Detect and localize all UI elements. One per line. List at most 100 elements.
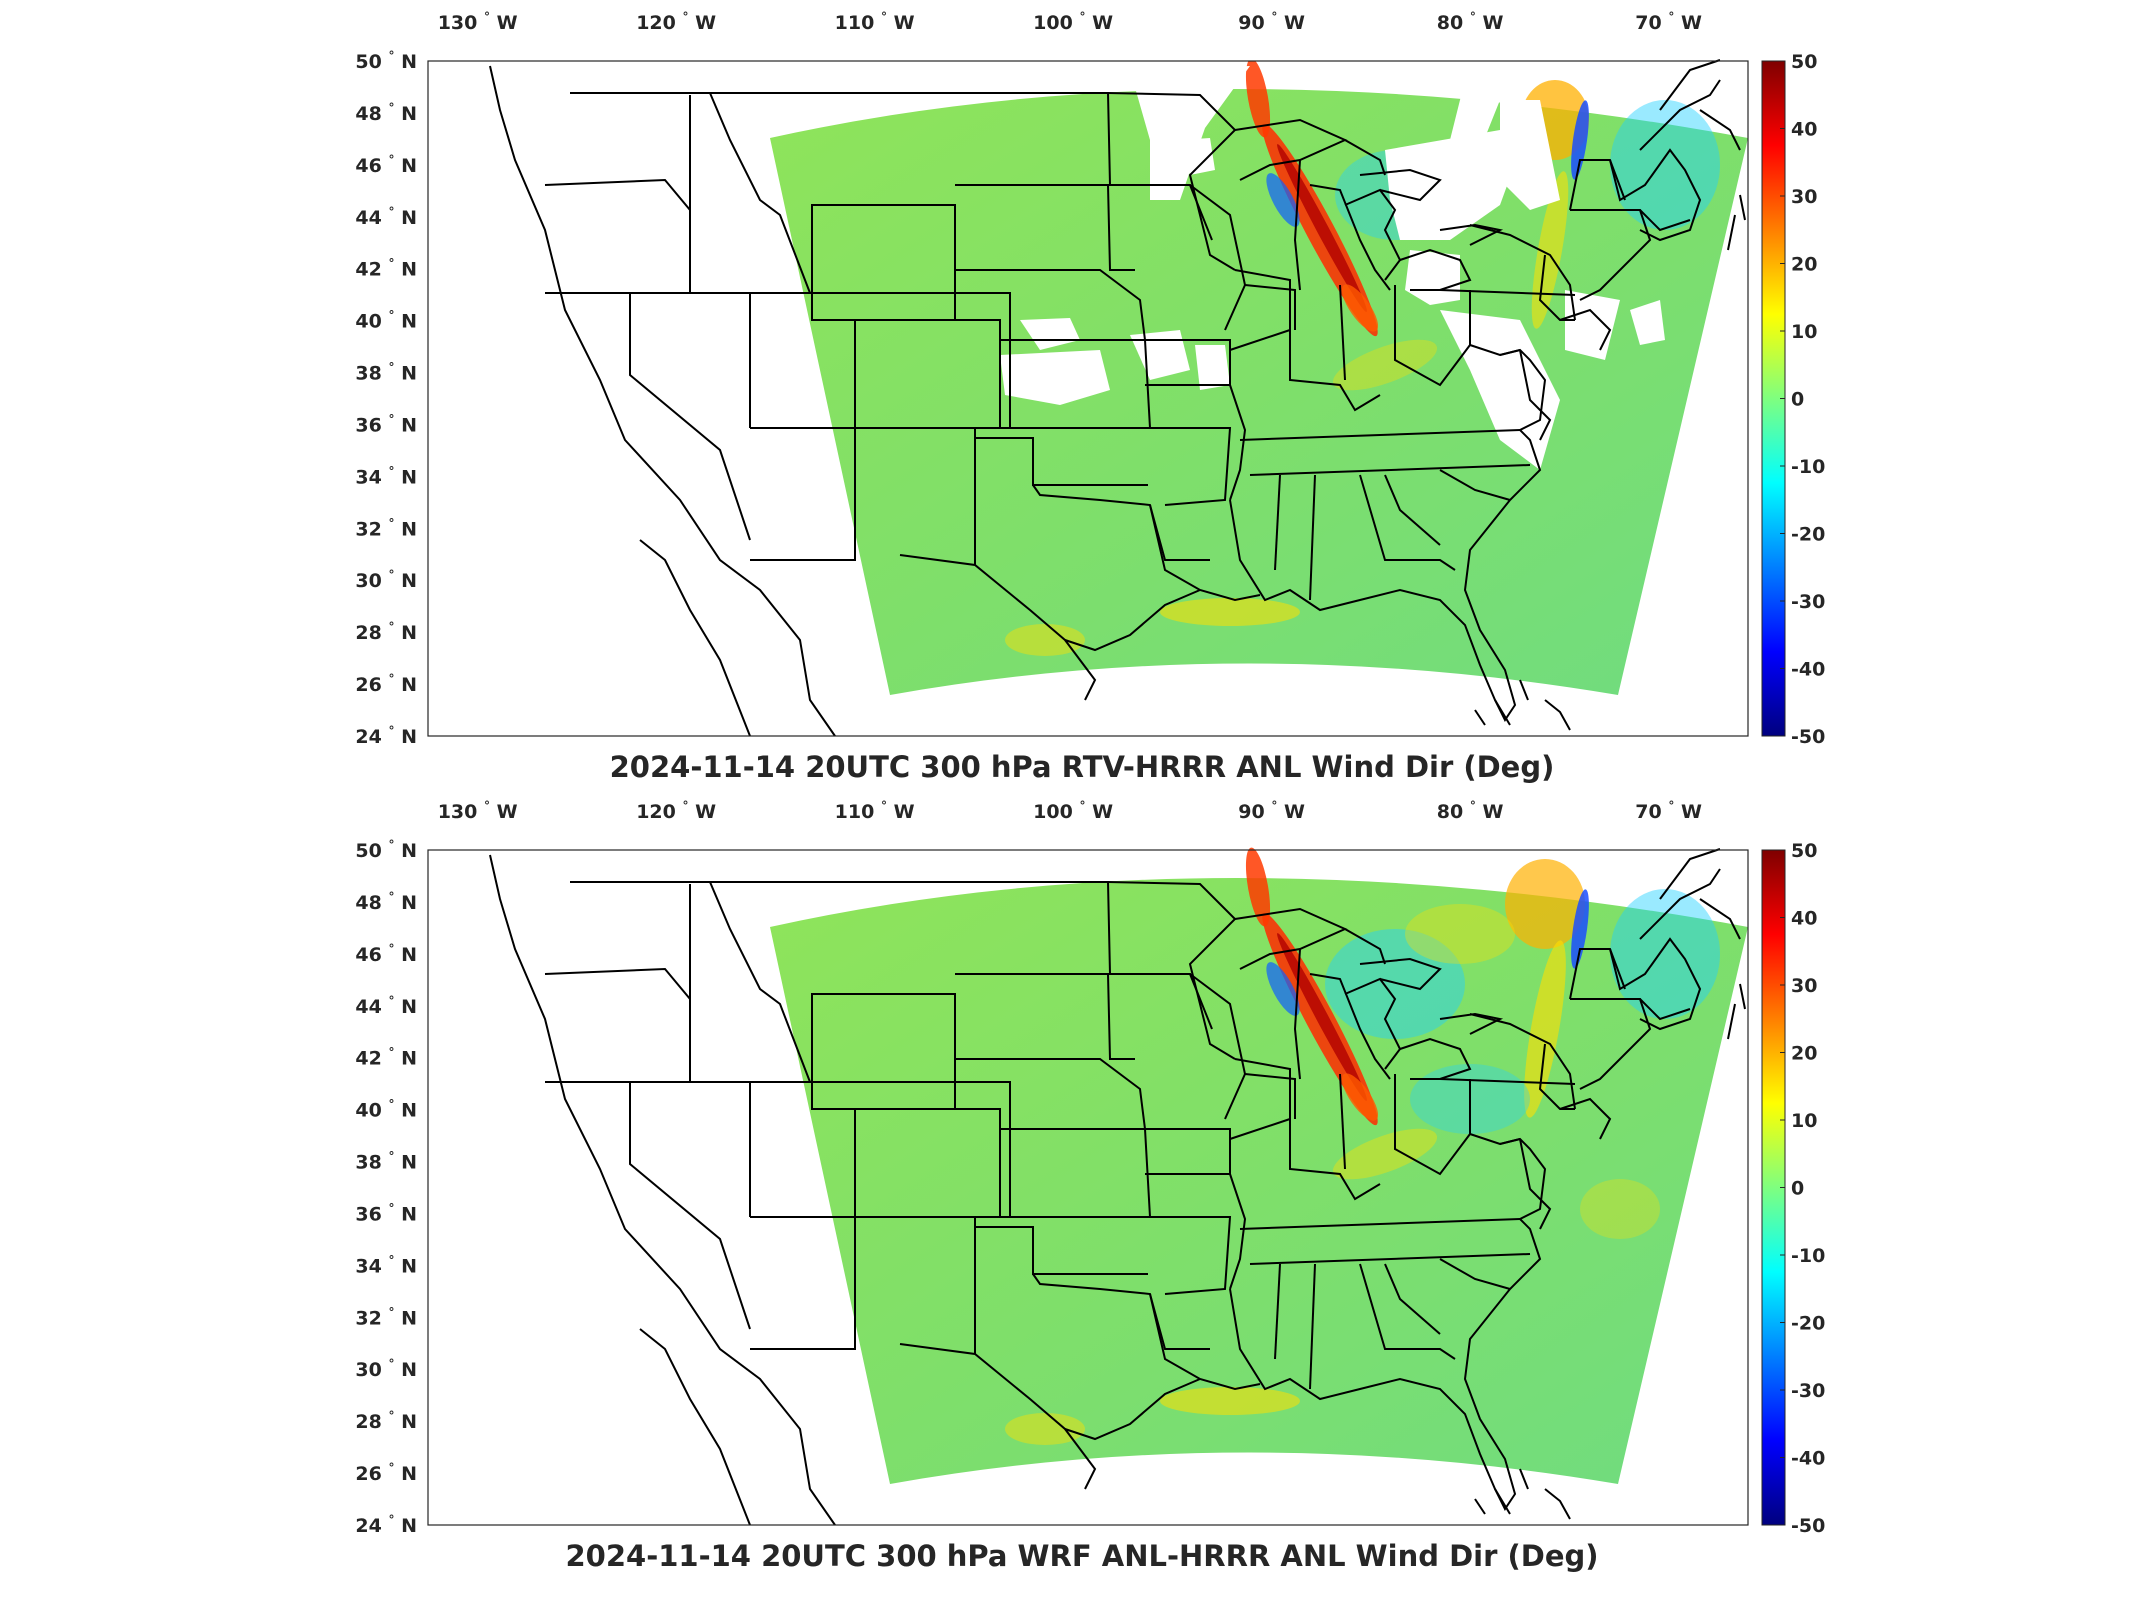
colorbar-tick-label: -10 [1791, 1245, 1825, 1267]
colorbar-tick-label: 50 [1791, 840, 1817, 862]
anomaly-positive-quebec [1505, 859, 1585, 949]
latitude-tick-label: 32 ° N [355, 1305, 417, 1329]
colorbar-tick-label: 30 [1791, 975, 1817, 997]
anomaly-negative-quebec [1571, 100, 1589, 180]
colorbar-tick-label: -50 [1791, 726, 1825, 748]
map-panel-rtv-hrrr: 130 ° W 120 ° W 110 ° W 100 ° W 90 ° W 80 ° W… [355, 10, 1825, 784]
longitude-tick-label: 100 ° W [1033, 799, 1113, 823]
colorbar-tick-label: 40 [1791, 119, 1817, 141]
longitude-tick-label: 110 ° W [835, 799, 915, 823]
anomaly-negative-wisconsin [1266, 173, 1300, 227]
longitude-tick-label: 130 ° W [438, 799, 518, 823]
colorbar-tick-label: -30 [1791, 1380, 1825, 1402]
latitude-tick-label: 24 ° N [355, 1513, 417, 1537]
anomaly-positive-gulf-coast [1160, 1387, 1300, 1415]
longitude-tick-label: 90 ° W [1238, 10, 1305, 34]
longitude-tick-labels: 130 ° W 120 ° W 110 ° W 100 ° W 90 ° W 80 ° W… [438, 799, 1702, 823]
anomaly-positive-south-texas [1005, 624, 1085, 656]
anomaly-negative-wisconsin [1266, 962, 1300, 1016]
colorbar-tick-label: 20 [1791, 254, 1817, 276]
latitude-tick-label: 26 ° N [355, 1461, 417, 1485]
map-axes-frame [427, 849, 1749, 1526]
hrrr-domain-field [770, 89, 1748, 695]
colorbar-tick-label: 50 [1791, 51, 1817, 73]
anomaly-jet-streak-lake-michigan-core [1277, 933, 1367, 1101]
latitude-tick-label: 46 ° N [355, 942, 417, 966]
latitude-tick-label: 32 ° N [355, 516, 417, 540]
map-axes-frame [427, 60, 1749, 737]
anomaly-positive-indiana [1341, 284, 1379, 332]
state-boundaries [489, 848, 1746, 1526]
latitude-tick-label: 26 ° N [355, 672, 417, 696]
map-panel-wrf-hrrr: 130 ° W 120 ° W 110 ° W 100 ° W 90 ° W 80 ° W… [355, 799, 1825, 1573]
longitude-tick-label: 80 ° W [1437, 10, 1504, 34]
latitude-tick-label: 46 ° N [355, 153, 417, 177]
latitude-tick-label: 24 ° N [355, 724, 417, 748]
anomaly-positive-south-texas [1005, 1413, 1085, 1445]
latitude-tick-label: 28 ° N [355, 1409, 417, 1433]
longitude-tick-labels: 130 ° W 120 ° W 110 ° W 100 ° W 90 ° W 80 ° W… [438, 10, 1702, 34]
latitude-tick-label: 30 ° N [355, 568, 417, 592]
latitude-tick-label: 34 ° N [355, 464, 417, 488]
anomaly-jet-streak-lake-michigan-core [1277, 144, 1367, 312]
latitude-tick-label: 48 ° N [355, 890, 417, 914]
state-boundaries [489, 59, 1746, 737]
latitude-tick-label: 50 ° N [355, 838, 417, 862]
latitude-tick-label: 50 ° N [355, 49, 417, 73]
colorbar [1762, 850, 1785, 1525]
colorbar-tick-label: 20 [1791, 1043, 1817, 1065]
colorbar [1762, 61, 1785, 736]
colorbar-tick-label: 0 [1791, 1178, 1804, 1200]
longitude-tick-label: 120 ° W [636, 10, 716, 34]
latitude-tick-label: 36 ° N [355, 1201, 417, 1225]
latitude-tick-label: 36 ° N [355, 412, 417, 436]
longitude-tick-label: 120 ° W [636, 799, 716, 823]
anomaly-negative-michigan [1325, 929, 1465, 1039]
anomaly-positive-indiana [1341, 1073, 1379, 1121]
latitude-tick-labels: 50 ° N 48 ° N 46 ° N 44 ° N 42 ° N 40 ° N 38 °… [355, 49, 417, 748]
latitude-tick-label: 48 ° N [355, 101, 417, 125]
longitude-tick-label: 100 ° W [1033, 10, 1113, 34]
latitude-tick-label: 38 ° N [355, 361, 417, 385]
anomaly-positive-ohio-valley [1332, 1128, 1438, 1180]
latitude-tick-label: 40 ° N [355, 1098, 417, 1122]
longitude-tick-label: 90 ° W [1238, 799, 1305, 823]
latitude-tick-label: 40 ° N [355, 309, 417, 333]
wind-direction-field [770, 61, 1748, 695]
panel-title: 2024-11-14 20UTC 300 hPa WRF ANL-HRRR AN… [565, 1539, 1598, 1573]
anomaly-negative-quebec [1571, 889, 1589, 969]
colorbar-tick-label: -20 [1791, 524, 1825, 546]
colorbar-tick-label: 0 [1791, 389, 1804, 411]
colorbar-tick-labels: 50 40 30 20 10 0 -10 -20 -30 -40 -50 [1780, 51, 1825, 748]
longitude-tick-label: 130 ° W [438, 10, 518, 34]
anomaly-positive-gulf-coast [1160, 598, 1300, 626]
anomaly-north-lake-superior [1245, 61, 1271, 138]
latitude-tick-label: 28 ° N [355, 620, 417, 644]
wind-direction-field [770, 847, 1748, 1484]
colorbar-tick-label: -50 [1791, 1515, 1825, 1537]
longitude-tick-label: 80 ° W [1437, 799, 1504, 823]
longitude-tick-label: 70 ° W [1635, 10, 1702, 34]
latitude-tick-labels: 50 ° N 48 ° N 46 ° N 44 ° N 42 ° N 40 ° N 38 °… [355, 838, 417, 1537]
colorbar-tick-label: -20 [1791, 1313, 1825, 1335]
panel-title: 2024-11-14 20UTC 300 hPa RTV-HRRR ANL Wi… [610, 750, 1555, 784]
colorbar-tick-label: -40 [1791, 659, 1825, 681]
latitude-tick-label: 42 ° N [355, 1046, 417, 1070]
longitude-tick-label: 70 ° W [1635, 799, 1702, 823]
latitude-tick-label: 42 ° N [355, 257, 417, 281]
missing-data-patches [1000, 66, 1665, 470]
latitude-tick-label: 34 ° N [355, 1253, 417, 1277]
anomaly-positive-new-york [1524, 940, 1566, 1118]
colorbar-tick-label: 10 [1791, 1110, 1817, 1132]
hrrr-domain-field [770, 878, 1748, 1484]
colorbar-tick-label: 30 [1791, 186, 1817, 208]
latitude-tick-label: 44 ° N [355, 205, 417, 229]
colorbar-tick-label: -10 [1791, 456, 1825, 478]
anomaly-positive-ohio-valley [1332, 339, 1438, 391]
latitude-tick-label: 30 ° N [355, 1357, 417, 1381]
anomaly-negative-new-england [1610, 889, 1720, 1019]
anomaly-positive-atlantic [1580, 1179, 1660, 1239]
anomaly-positive-ontario [1405, 904, 1515, 964]
colorbar-tick-label: 10 [1791, 321, 1817, 343]
